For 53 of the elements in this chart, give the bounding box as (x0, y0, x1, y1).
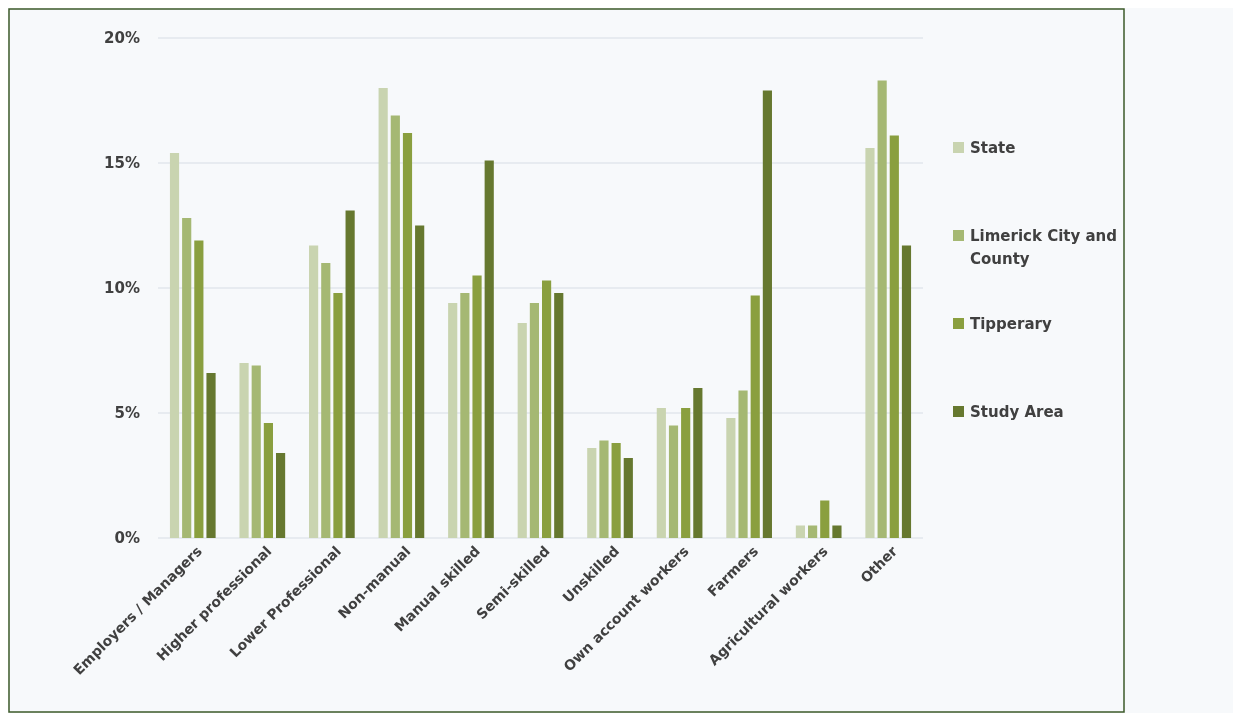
bar (693, 388, 703, 538)
bar (738, 390, 748, 538)
bar (901, 245, 912, 538)
bar (726, 418, 736, 538)
bar (599, 440, 609, 538)
bar (587, 448, 597, 538)
bar (239, 363, 249, 538)
bar (750, 295, 760, 538)
bar (472, 275, 482, 538)
legend-label: State (970, 139, 1016, 158)
bar (448, 303, 458, 538)
legend-label: Limerick City and County (970, 227, 1117, 268)
bar (795, 525, 806, 538)
bar (402, 133, 413, 538)
bar (309, 245, 319, 538)
y-tick-label: 5% (114, 404, 140, 423)
bar (378, 88, 388, 538)
bar (681, 408, 691, 538)
bar (206, 373, 216, 538)
bar (542, 280, 552, 538)
bar (668, 425, 679, 538)
bar (889, 135, 899, 538)
bar (182, 218, 192, 538)
y-tick-label: 20% (104, 29, 140, 48)
y-tick-label: 0% (114, 529, 140, 548)
bar (623, 458, 633, 538)
bar (194, 240, 204, 538)
bar (832, 525, 842, 538)
bar (333, 293, 343, 538)
bar (808, 525, 818, 538)
bar (762, 90, 772, 538)
bar (169, 153, 180, 538)
bar (484, 160, 494, 538)
bar (877, 80, 887, 538)
bar (415, 225, 425, 538)
bar (460, 293, 470, 538)
bar (345, 210, 355, 538)
bar (865, 148, 875, 538)
bar (517, 323, 527, 538)
legend-label: Study Area (970, 403, 1064, 422)
bar (321, 263, 331, 538)
y-tick-label: 10% (104, 279, 140, 298)
legend-label: Tipperary (970, 315, 1052, 334)
bar (263, 423, 273, 538)
bar (656, 408, 666, 538)
bar (820, 500, 830, 538)
bar (611, 443, 621, 538)
bar (554, 293, 564, 538)
bar (390, 115, 400, 538)
bar (251, 365, 261, 538)
y-tick-label: 15% (104, 154, 140, 173)
bar (529, 303, 539, 538)
bar (275, 453, 286, 538)
